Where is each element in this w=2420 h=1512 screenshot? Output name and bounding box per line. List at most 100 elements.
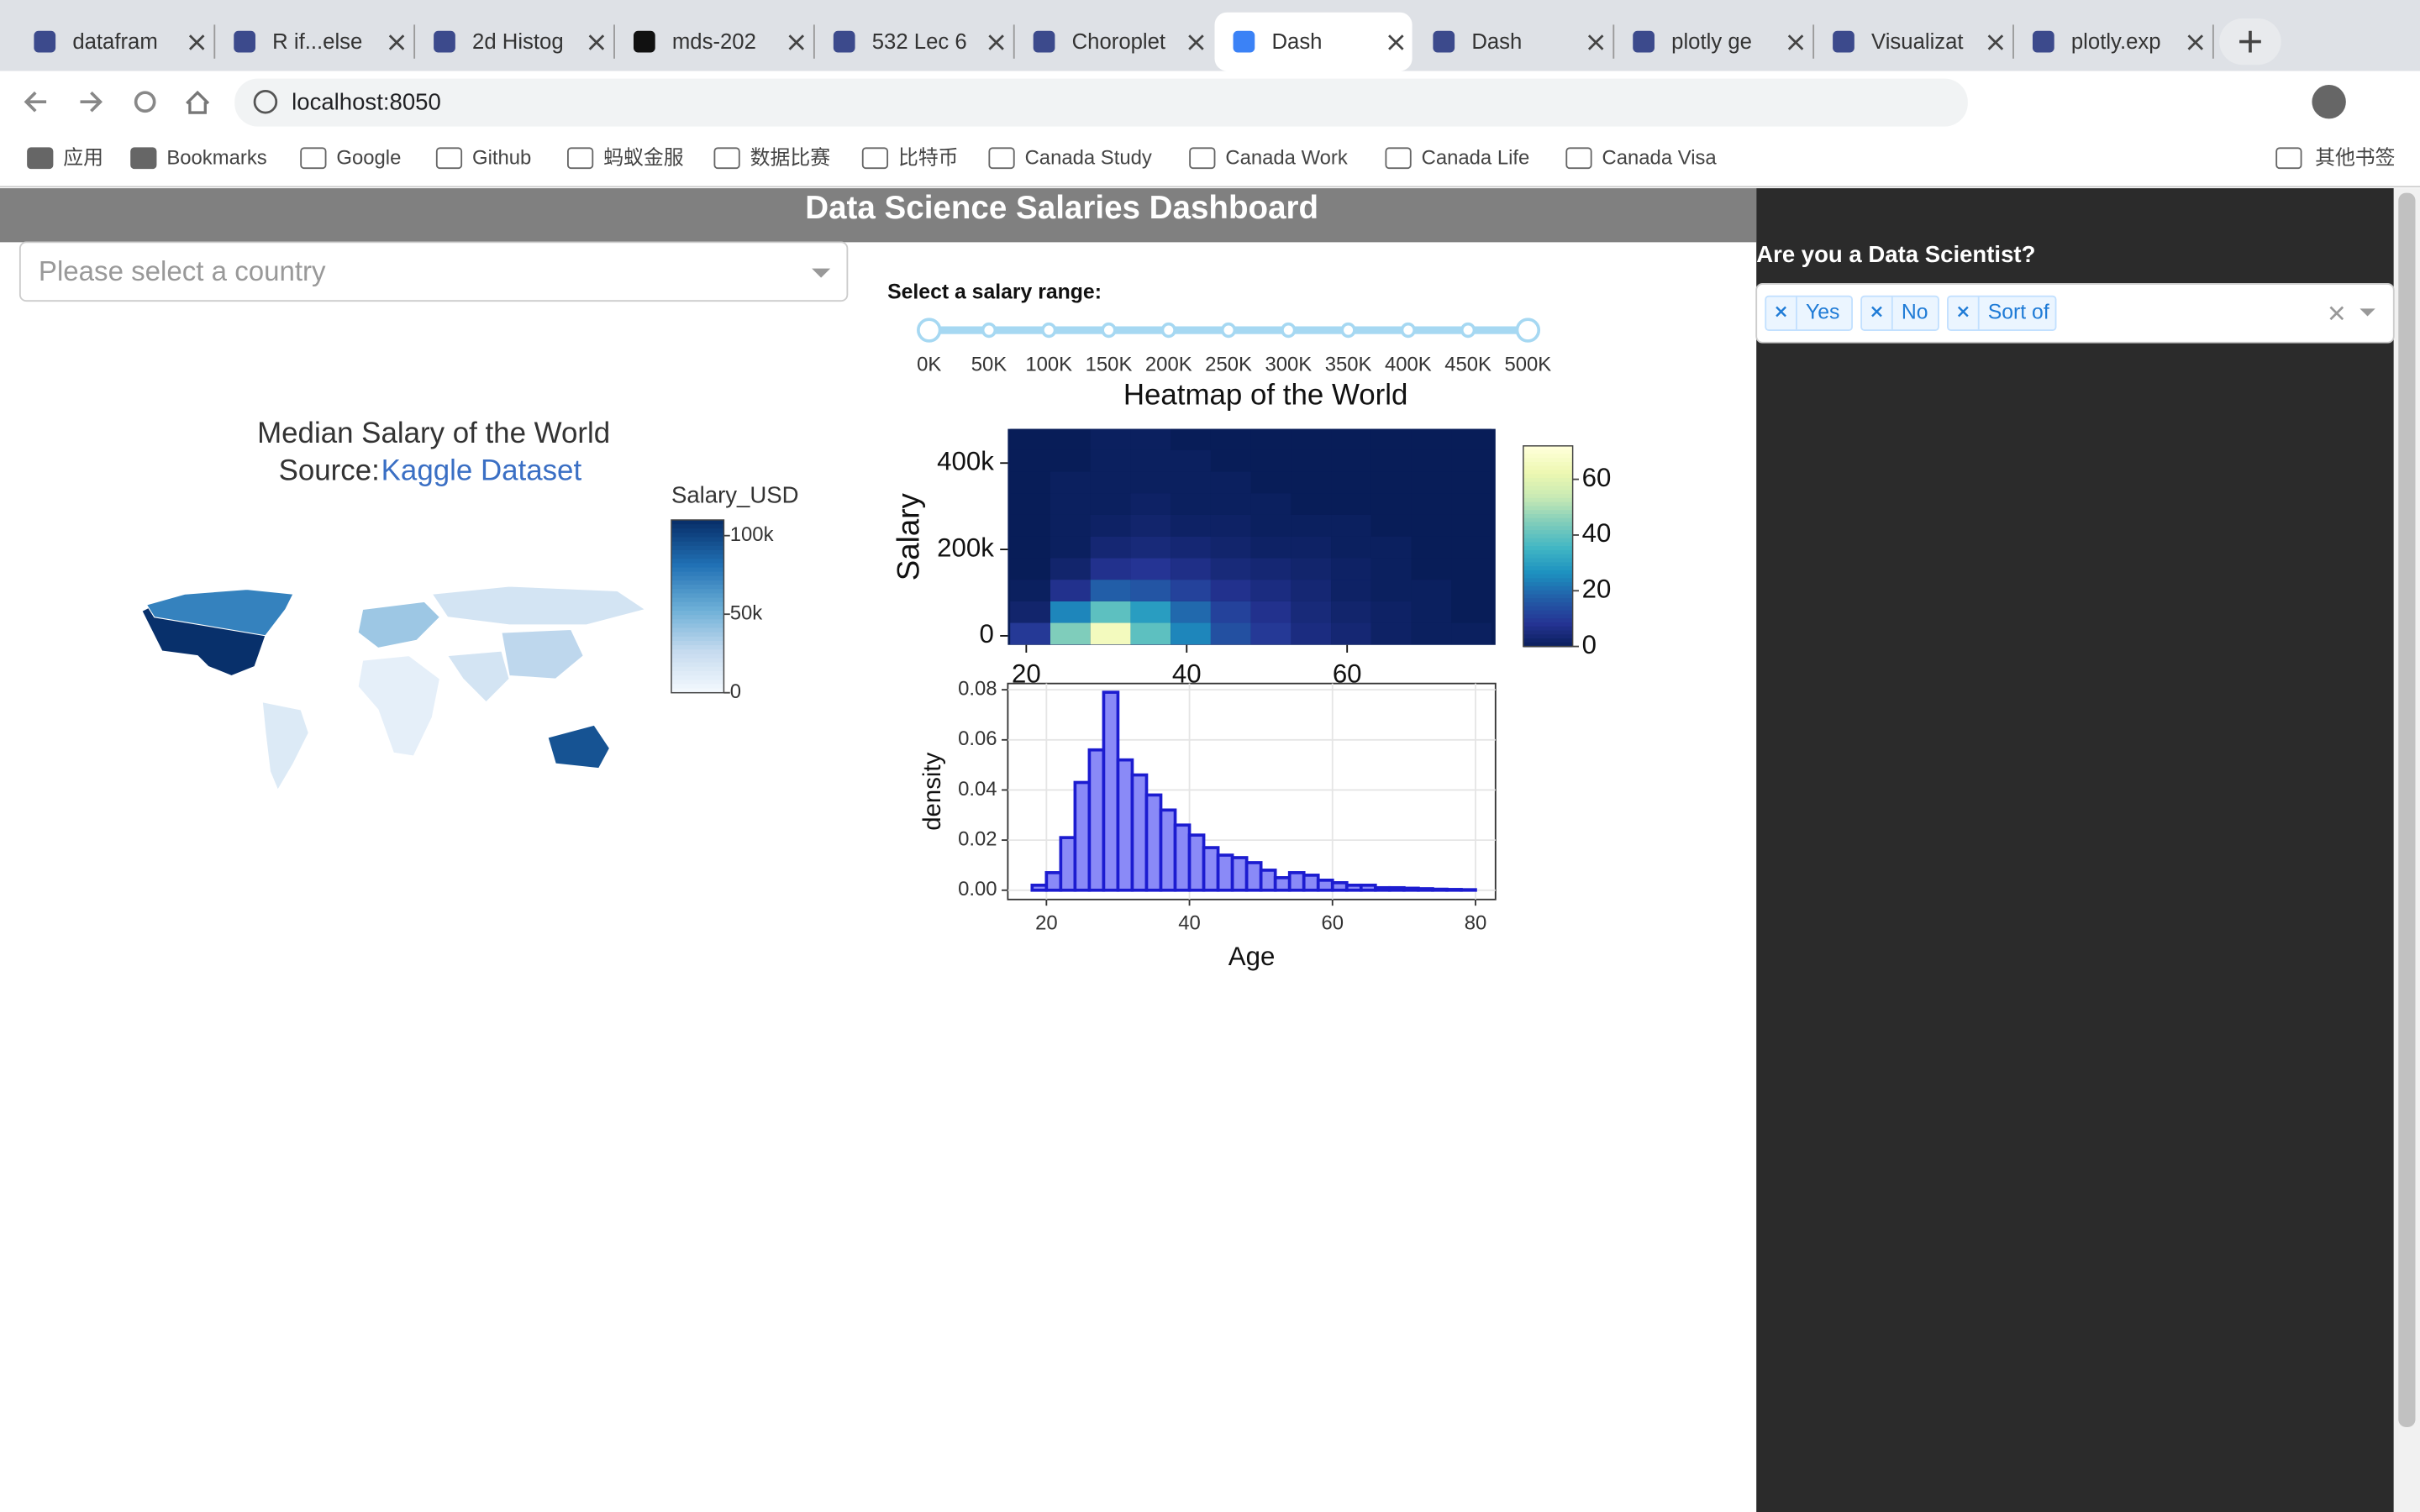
country-region[interactable] — [446, 650, 510, 703]
heatmap-cell — [1090, 471, 1131, 494]
bookmark[interactable]: 蚂蚁金服 — [603, 146, 684, 169]
tab-title[interactable]: 532 Lec 6 — [872, 30, 967, 54]
colorbar-segment — [1523, 546, 1573, 551]
bookmark[interactable]: Google — [336, 146, 401, 169]
country-region[interactable] — [547, 724, 611, 769]
heatmap-cell — [1331, 622, 1371, 645]
bookmark[interactable]: Canada Study — [1025, 146, 1152, 169]
tab-close[interactable] — [1587, 34, 1604, 50]
bookmark[interactable]: Bookmarks — [166, 146, 266, 169]
country-region[interactable] — [357, 601, 441, 649]
option-chip[interactable] — [1765, 295, 1853, 331]
chip-remove[interactable] — [1776, 306, 1786, 318]
slider-handle[interactable] — [917, 318, 942, 343]
bookmark-icon — [988, 147, 1015, 170]
slider-dot — [1220, 322, 1237, 339]
heatmap-cell — [1210, 536, 1251, 559]
home-button[interactable] — [186, 90, 210, 114]
histogram-bar — [1059, 836, 1077, 892]
tab-close[interactable] — [2187, 34, 2203, 50]
bookmark[interactable]: 数据比赛 — [750, 146, 831, 169]
tab-title[interactable]: R if...else — [272, 30, 362, 54]
country-dropdown[interactable] — [18, 241, 849, 302]
country-region[interactable] — [357, 655, 441, 757]
option-chip[interactable] — [1860, 295, 1939, 331]
chip-remove[interactable] — [1871, 306, 1882, 318]
clear-all[interactable] — [2329, 306, 2344, 321]
tab-title[interactable]: plotly.exp — [2071, 30, 2161, 54]
tab-close[interactable] — [1188, 34, 1204, 50]
bookmark[interactable]: Github — [472, 146, 531, 169]
heatmap-cell — [1250, 514, 1292, 537]
heatmap-cell — [1171, 536, 1211, 559]
tab-close[interactable] — [588, 34, 605, 50]
multi-select-arrow[interactable] — [2360, 308, 2375, 317]
tab-title[interactable]: mds-202 — [672, 30, 756, 54]
colorbar-segment — [671, 645, 724, 651]
option-label[interactable]: Yes — [1806, 301, 1839, 323]
tab-title[interactable]: Choroplet — [1072, 30, 1165, 54]
country-region[interactable] — [501, 628, 584, 680]
tab-title[interactable]: 2d Histog — [472, 30, 564, 54]
tab-close[interactable] — [788, 34, 804, 50]
histogram-bar — [1073, 780, 1092, 892]
bookmark-icon — [300, 147, 327, 170]
address-bar[interactable] — [234, 78, 1968, 127]
heatmap-cell — [1130, 428, 1171, 450]
country-region[interactable] — [145, 589, 294, 637]
dropdown-arrow[interactable] — [812, 268, 831, 278]
url[interactable]: localhost:8050 — [292, 88, 441, 114]
tab-favicon — [833, 30, 855, 53]
tab-title[interactable]: Dash — [1271, 30, 1322, 54]
heatmap-cell — [1411, 428, 1452, 450]
profile-avatar[interactable] — [2312, 85, 2346, 119]
tab-title[interactable]: plotly ge — [1671, 30, 1752, 54]
heatmap-cell — [1090, 493, 1131, 515]
option-chip[interactable] — [1947, 295, 2057, 331]
y-tick-label: 200k — [937, 533, 994, 562]
tab-title[interactable]: Visualizat — [1871, 30, 1964, 54]
bookmark[interactable]: 应用 — [63, 146, 103, 169]
slider-handle[interactable] — [1515, 318, 1541, 343]
heatmap-cell — [1451, 471, 1492, 494]
tab-title[interactable]: datafram — [72, 30, 157, 54]
colorbar-segment — [671, 533, 724, 538]
tab-close[interactable] — [1388, 34, 1404, 50]
heatmap-cell — [1171, 449, 1211, 472]
forward-button[interactable] — [80, 91, 103, 113]
colorbar-segment — [671, 623, 724, 629]
heatmap-cell — [1010, 536, 1050, 559]
tab-close[interactable] — [188, 34, 205, 50]
histogram-bar — [1259, 869, 1277, 892]
heatmap-cell — [1010, 493, 1050, 515]
option-label[interactable]: No — [1902, 301, 1928, 323]
chip-remove[interactable] — [1957, 306, 1969, 318]
slider-dot — [981, 322, 997, 339]
heatmap-cell — [1451, 622, 1492, 645]
scrollbar-thumb[interactable] — [2398, 192, 2416, 1427]
map-source-link[interactable]: Kaggle Dataset — [381, 454, 582, 486]
heatmap-cell — [1411, 471, 1452, 494]
tab-active[interactable] — [1214, 12, 1413, 71]
country-region[interactable] — [261, 701, 309, 791]
histogram-bar — [1402, 886, 1420, 892]
tab-close[interactable] — [388, 34, 405, 50]
country-region[interactable] — [431, 585, 647, 626]
tab-favicon — [34, 30, 56, 53]
reload-button[interactable] — [134, 91, 156, 113]
other-bookmarks[interactable]: 其他书签 — [2315, 146, 2395, 169]
option-label[interactable]: Sort of — [1988, 301, 2049, 323]
tab-close[interactable] — [1987, 34, 2004, 50]
tab-title[interactable]: Dash — [1471, 30, 1522, 54]
country-placeholder[interactable]: Please select a country — [39, 256, 326, 287]
tab-close[interactable] — [1787, 34, 1804, 50]
bookmark[interactable]: Canada Life — [1422, 146, 1530, 169]
histogram-bar — [1116, 758, 1134, 892]
tab-close[interactable] — [988, 34, 1004, 50]
bookmark[interactable]: 比特币 — [898, 146, 959, 169]
bookmark-icon — [1565, 147, 1592, 170]
bookmark[interactable]: Canada Work — [1225, 146, 1348, 169]
info-icon[interactable] — [253, 89, 278, 114]
bookmark[interactable]: Canada Visa — [1602, 146, 1718, 169]
back-button[interactable] — [24, 91, 47, 113]
